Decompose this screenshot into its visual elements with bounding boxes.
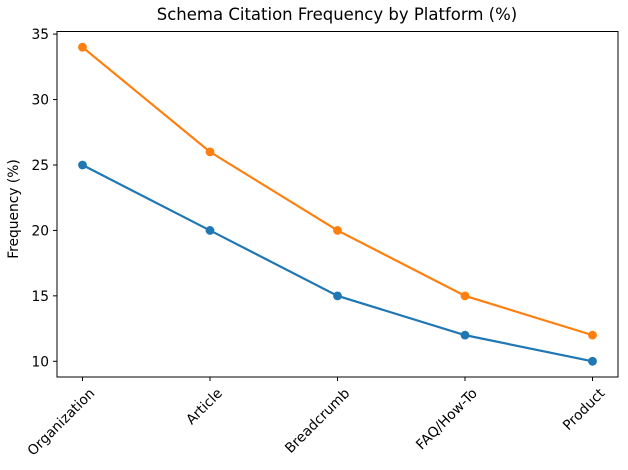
data-point-series-2-Article xyxy=(205,147,215,157)
plot-area: 10 15 20 25 30 35 Organization Article Breadcrum… xyxy=(25,27,619,460)
data-point-series-1-Organization xyxy=(78,160,87,170)
data-point-series-2-Product xyxy=(588,330,597,340)
y-tick-label: 35 xyxy=(31,27,49,43)
data-point-series-2-Organization xyxy=(78,42,87,52)
y-tick-label: 25 xyxy=(31,158,49,174)
chart-title: Schema Citation Frequency by Platform (%… xyxy=(157,5,517,24)
y-tick-label: 15 xyxy=(31,289,49,305)
data-point-series-1-FAQ/How-To xyxy=(460,330,470,340)
data-point-series-1-Article xyxy=(205,226,215,235)
y-tick-label: 30 xyxy=(31,93,49,109)
data-point-series-1-Breadcrumb xyxy=(333,291,342,301)
series-line-series-1 xyxy=(81,163,594,363)
y-tick-label: 10 xyxy=(31,354,49,370)
x-tick-label: FAQ/How-To xyxy=(413,386,481,454)
plot-border xyxy=(56,31,619,378)
x-tick-label: Organization xyxy=(25,386,99,460)
y-tick-label: 20 xyxy=(31,223,49,239)
x-tick-label: Breadcrumb xyxy=(282,386,353,457)
data-point-series-2-FAQ/How-To xyxy=(460,291,470,301)
data-point-series-2-Breadcrumb xyxy=(333,226,342,235)
data-point-series-1-Product xyxy=(588,356,597,366)
x-tick-label: Article xyxy=(183,386,226,429)
y-axis-label: Frequency (%) xyxy=(6,159,22,259)
x-tick-label: Product xyxy=(560,385,609,434)
